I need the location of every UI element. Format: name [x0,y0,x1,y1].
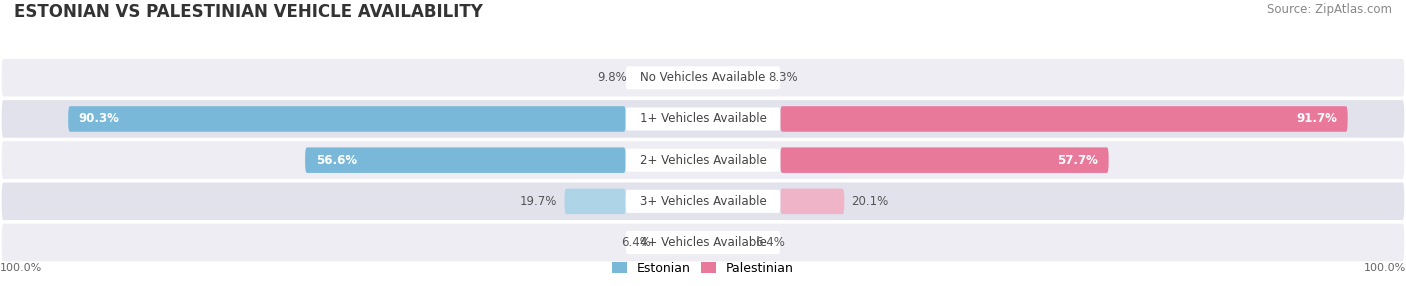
Text: 20.1%: 20.1% [852,195,889,208]
FancyBboxPatch shape [780,188,844,214]
Text: Source: ZipAtlas.com: Source: ZipAtlas.com [1267,3,1392,16]
FancyBboxPatch shape [0,140,1406,181]
FancyBboxPatch shape [0,57,1406,98]
Text: 8.3%: 8.3% [768,71,799,84]
FancyBboxPatch shape [0,222,1406,263]
Text: 6.4%: 6.4% [621,236,651,249]
Text: 3+ Vehicles Available: 3+ Vehicles Available [640,195,766,208]
Text: 9.8%: 9.8% [598,71,627,84]
Text: 1+ Vehicles Available: 1+ Vehicles Available [640,112,766,126]
Text: 4+ Vehicles Available: 4+ Vehicles Available [640,236,766,249]
Text: 19.7%: 19.7% [520,195,558,208]
Text: 2+ Vehicles Available: 2+ Vehicles Available [640,154,766,167]
Text: 57.7%: 57.7% [1057,154,1098,167]
Legend: Estonian, Palestinian: Estonian, Palestinian [607,257,799,280]
FancyBboxPatch shape [565,188,626,214]
FancyBboxPatch shape [780,147,1109,173]
FancyBboxPatch shape [626,231,780,254]
FancyBboxPatch shape [0,181,1406,222]
FancyBboxPatch shape [626,190,780,213]
Text: 100.0%: 100.0% [1364,263,1406,273]
Text: 91.7%: 91.7% [1296,112,1337,126]
FancyBboxPatch shape [780,106,1348,132]
FancyBboxPatch shape [305,147,626,173]
Text: 90.3%: 90.3% [79,112,120,126]
FancyBboxPatch shape [626,149,780,172]
Text: 56.6%: 56.6% [315,154,357,167]
Text: ESTONIAN VS PALESTINIAN VEHICLE AVAILABILITY: ESTONIAN VS PALESTINIAN VEHICLE AVAILABI… [14,3,482,21]
Text: 6.4%: 6.4% [755,236,785,249]
Text: No Vehicles Available: No Vehicles Available [640,71,766,84]
FancyBboxPatch shape [626,108,780,130]
FancyBboxPatch shape [626,66,780,89]
FancyBboxPatch shape [0,98,1406,140]
Text: 100.0%: 100.0% [0,263,42,273]
FancyBboxPatch shape [69,106,626,132]
